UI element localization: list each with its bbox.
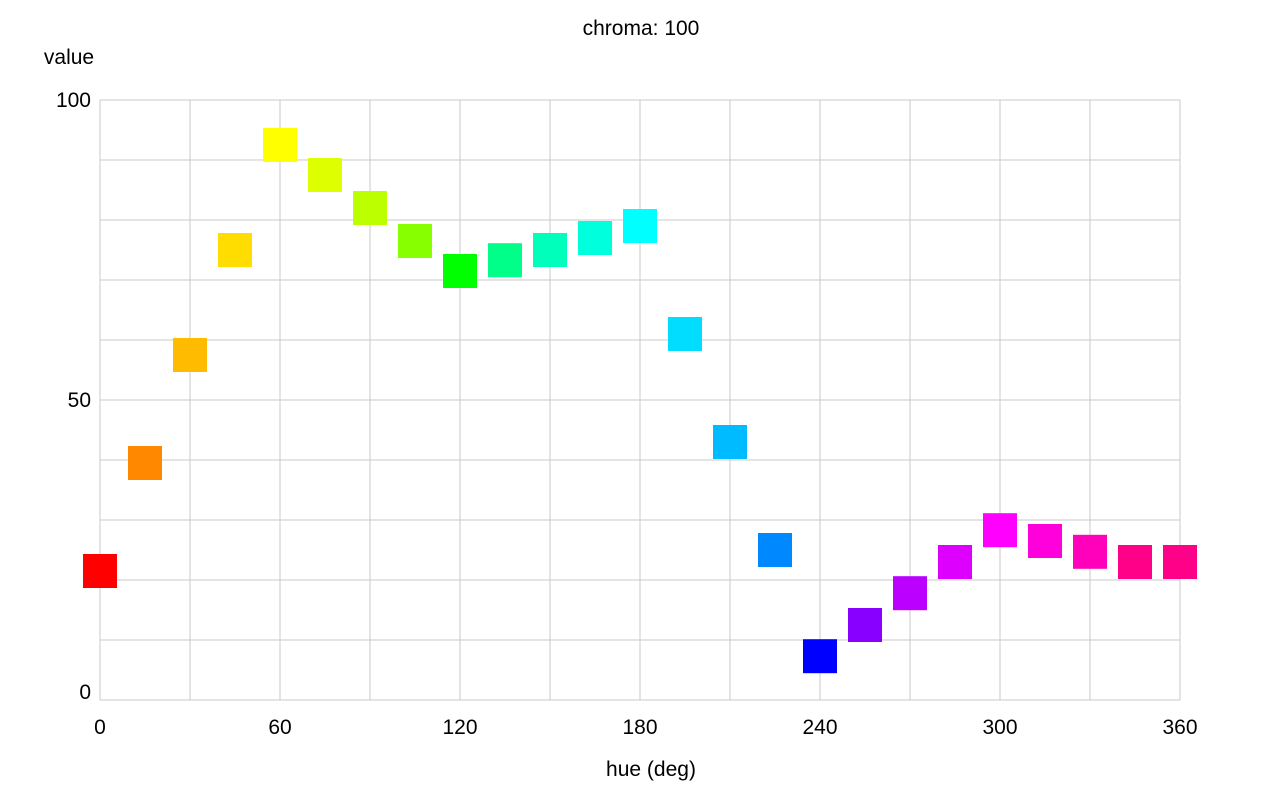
data-point-marker xyxy=(713,425,747,459)
data-point-marker xyxy=(488,243,522,278)
data-point-marker xyxy=(263,128,297,162)
x-tick-label: 120 xyxy=(442,716,477,739)
data-point-marker xyxy=(218,233,252,267)
data-point-marker xyxy=(983,513,1017,548)
data-point-marker xyxy=(758,533,792,567)
data-point-marker xyxy=(83,554,117,588)
data-point-marker xyxy=(1073,534,1107,569)
x-tick-label: 180 xyxy=(622,716,657,739)
data-point-marker xyxy=(353,191,387,225)
data-point-marker xyxy=(668,317,702,351)
y-axis-label: value xyxy=(44,46,94,69)
grid xyxy=(99,99,1181,701)
data-point-marker xyxy=(173,338,207,372)
data-point-marker xyxy=(1163,545,1197,579)
data-point-marker xyxy=(533,233,567,267)
x-axis-label: hue (deg) xyxy=(606,758,696,781)
x-tick-label: 0 xyxy=(94,716,106,739)
x-tick-label: 360 xyxy=(1162,716,1197,739)
data-point-marker xyxy=(1118,545,1152,579)
data-point-marker xyxy=(848,608,882,642)
data-point-marker xyxy=(578,221,612,255)
tick-labels: 0 60 120 180 240 300 360 0 50 100 xyxy=(56,89,1198,739)
data-points xyxy=(83,128,1197,674)
x-tick-label: 60 xyxy=(268,716,291,739)
data-point-marker xyxy=(128,446,162,480)
data-point-marker xyxy=(398,224,432,258)
y-tick-label: 50 xyxy=(68,389,91,412)
data-point-marker xyxy=(308,158,342,192)
x-tick-label: 240 xyxy=(802,716,837,739)
data-point-marker xyxy=(893,576,927,611)
data-point-marker xyxy=(803,639,837,674)
data-point-marker xyxy=(938,545,972,579)
data-point-marker xyxy=(1028,524,1062,558)
x-tick-label: 300 xyxy=(982,716,1017,739)
data-point-marker xyxy=(623,209,657,243)
y-tick-label: 0 xyxy=(79,681,91,704)
y-tick-label: 100 xyxy=(56,89,91,112)
data-point-marker xyxy=(443,254,477,288)
chart-title: chroma: 100 xyxy=(583,17,700,40)
